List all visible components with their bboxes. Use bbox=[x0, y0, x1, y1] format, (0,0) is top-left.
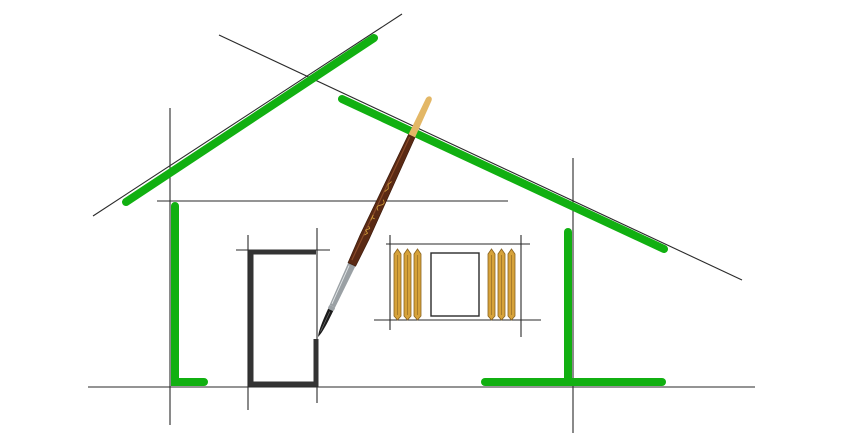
right-shutter bbox=[487, 248, 516, 321]
brush-bristle-highlight bbox=[320, 311, 331, 332]
guide-lines bbox=[88, 13, 755, 433]
guide-roof-right bbox=[218, 34, 743, 281]
guide-roof-left bbox=[92, 13, 403, 217]
brush-ferrule-shine bbox=[331, 265, 350, 304]
brush-handle-highlight bbox=[351, 136, 411, 261]
brush-ferrule bbox=[329, 262, 356, 308]
window-pane bbox=[430, 252, 480, 317]
left-shutter bbox=[393, 248, 422, 321]
brush-ferrule-clamp bbox=[328, 305, 336, 311]
green-left-wall bbox=[171, 202, 208, 386]
brush-bristles bbox=[318, 308, 334, 337]
paintbrush bbox=[318, 96, 432, 337]
brush-handle-lettering bbox=[364, 181, 392, 236]
brush-handle-tip bbox=[408, 96, 432, 138]
green-roof-left bbox=[122, 34, 378, 206]
green-roof-right bbox=[338, 95, 668, 253]
door-outline bbox=[248, 249, 319, 387]
green-strokes bbox=[122, 34, 668, 386]
window bbox=[393, 248, 516, 321]
